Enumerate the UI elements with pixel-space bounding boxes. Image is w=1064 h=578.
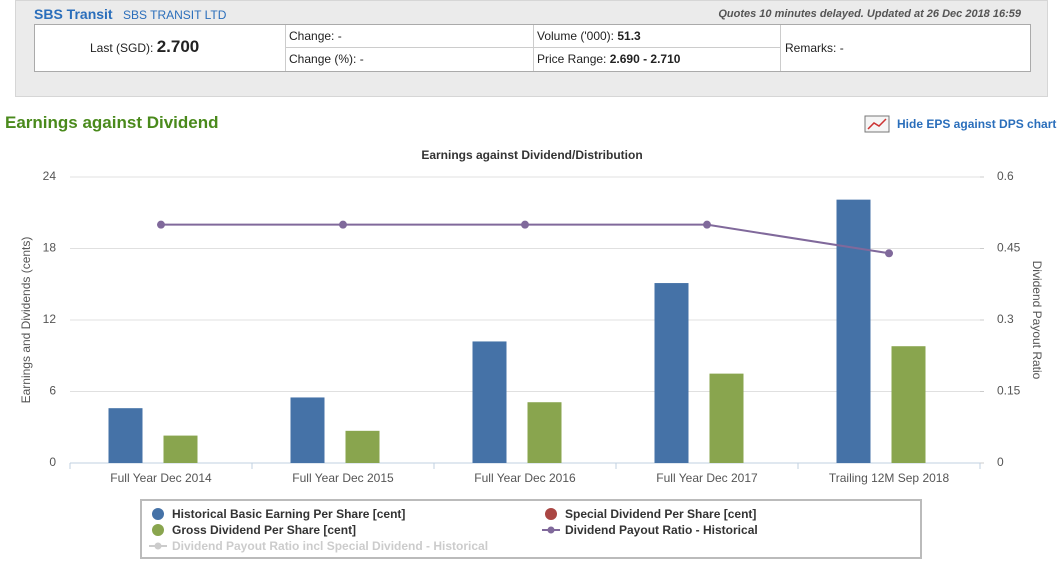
bar <box>108 408 143 463</box>
legend-label: Dividend Payout Ratio incl Special Divid… <box>172 539 488 553</box>
line-marker <box>157 220 165 229</box>
bar <box>472 341 507 463</box>
last-value: 2.700 <box>156 37 200 56</box>
legend-marker <box>152 508 164 520</box>
bar <box>891 346 926 463</box>
y-axis-label: Earnings and Dividends (cents) <box>19 237 33 404</box>
bar <box>527 402 562 463</box>
y-tick-label: 12 <box>43 312 57 326</box>
bar <box>163 435 198 463</box>
y2-tick-label: 0.15 <box>997 384 1021 398</box>
company-name: SBS TRANSIT LTD <box>123 8 227 22</box>
legend-marker <box>545 508 557 520</box>
stock-name: SBS Transit <box>34 6 113 22</box>
legend-label: Dividend Payout Ratio - Historical <box>565 523 758 537</box>
x-tick-label: Full Year Dec 2015 <box>292 471 394 485</box>
volume-value: 51.3 <box>617 29 641 43</box>
change-pct-label: Change (%): <box>289 52 357 66</box>
toggle-chart-link[interactable]: Hide EPS against DPS chart <box>897 117 1057 131</box>
bar <box>654 283 689 463</box>
bar <box>709 373 744 463</box>
change-pct-value: - <box>359 52 364 66</box>
legend-label: Gross Dividend Per Share [cent] <box>172 523 356 537</box>
change-value: - <box>337 29 342 43</box>
remarks-label: Remarks: <box>785 41 837 55</box>
remarks-value: - <box>839 41 844 55</box>
chart-icon <box>864 115 890 133</box>
y-tick-label: 18 <box>43 241 57 255</box>
legend-marker <box>547 526 555 534</box>
y2-tick-label: 0.45 <box>997 241 1021 255</box>
x-tick-label: Full Year Dec 2017 <box>656 471 758 485</box>
section-title: Earnings against Dividend <box>5 113 219 132</box>
bar <box>836 199 871 463</box>
y-tick-label: 24 <box>43 169 57 183</box>
bar <box>290 397 325 463</box>
x-tick-label: Trailing 12M Sep 2018 <box>829 471 950 485</box>
legend-marker <box>152 524 164 536</box>
bar <box>345 430 380 463</box>
last-label: Last (SGD): <box>90 41 154 55</box>
line-marker <box>521 220 529 229</box>
legend-box <box>140 499 922 559</box>
line-marker <box>703 220 711 229</box>
volume-label: Volume ('000): <box>537 29 614 43</box>
range-value: 2.690 - 2.710 <box>609 52 681 66</box>
quote-panel: SBS Transit SBS TRANSIT LTD Quotes 10 mi… <box>15 0 1048 97</box>
x-tick-label: Full Year Dec 2016 <box>474 471 576 485</box>
delay-notice: Quotes 10 minutes delayed. Updated at 26… <box>718 8 1021 20</box>
range-label: Price Range: <box>537 52 607 66</box>
line-marker <box>885 249 893 258</box>
y-tick-label: 6 <box>49 384 56 398</box>
y2-tick-label: 0.6 <box>997 169 1014 183</box>
chart-title: Earnings against Dividend/Distribution <box>421 148 642 162</box>
quote-table: Last (SGD): 2.700 Change: - Change (%): … <box>34 24 1031 72</box>
y2-tick-label: 0.3 <box>997 312 1014 326</box>
legend-marker <box>154 542 162 550</box>
change-label: Change: <box>289 29 335 43</box>
line-marker <box>339 220 347 229</box>
y2-axis-label: Dividend Payout Ratio <box>1030 261 1044 380</box>
legend-label: Historical Basic Earning Per Share [cent… <box>172 507 405 521</box>
x-tick-label: Full Year Dec 2014 <box>110 471 212 485</box>
y2-tick-label: 0 <box>997 455 1004 469</box>
y-tick-label: 0 <box>49 455 56 469</box>
legend-label: Special Dividend Per Share [cent] <box>565 507 756 521</box>
